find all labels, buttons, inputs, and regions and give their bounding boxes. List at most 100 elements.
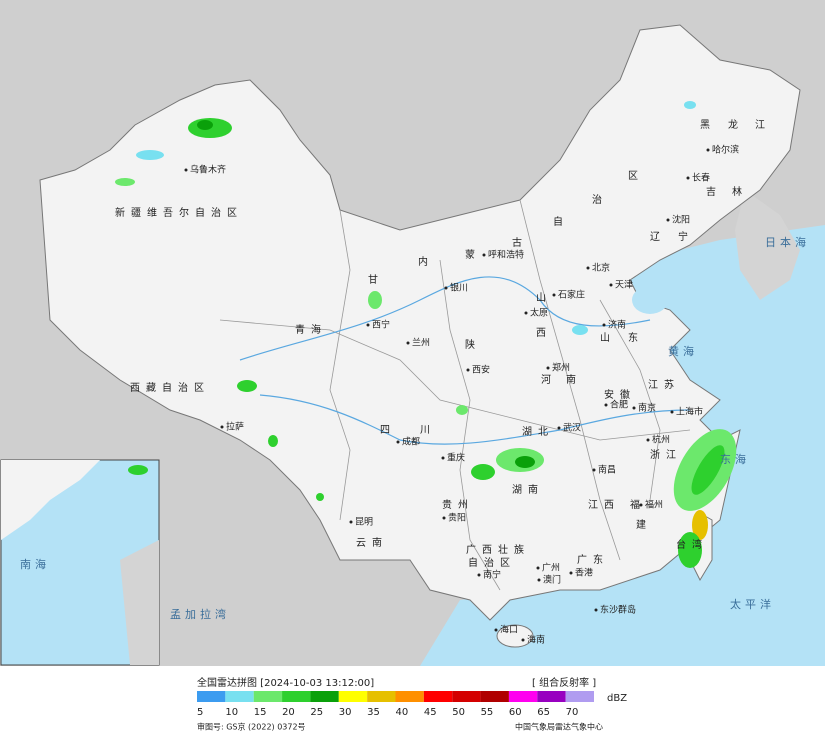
city-marker (586, 266, 590, 270)
city-label: 天津 (615, 280, 633, 291)
city-marker (706, 148, 710, 152)
city-marker (406, 341, 410, 345)
city-marker (482, 253, 486, 257)
city-label: 武汉 (563, 422, 581, 434)
region-label: 川 (420, 425, 436, 436)
region-label: 吉 (706, 186, 722, 198)
city-marker (536, 566, 540, 570)
city-marker (670, 410, 674, 414)
legend-label: 45 (424, 707, 437, 718)
city-marker (686, 176, 690, 180)
region-label: 江 (755, 119, 771, 131)
legend-swatch (367, 691, 396, 702)
city-label: 拉萨 (226, 421, 244, 433)
region-label: 辽 (650, 231, 666, 243)
city-marker (466, 368, 470, 372)
city-label: 哈尔滨 (712, 144, 739, 156)
agency: 中国气象局雷达气象中心 (515, 722, 603, 732)
city-marker (632, 406, 636, 410)
province-borders (219, 199, 691, 591)
legend-swatch (423, 691, 453, 702)
bohai-sea (632, 286, 668, 314)
inset-land (1, 460, 100, 540)
city-label: 澳门 (543, 574, 561, 586)
radar-echoes (115, 101, 737, 568)
legend-swatch (310, 691, 339, 702)
city-marker (477, 573, 481, 577)
region-label: 福 (630, 498, 646, 511)
city-label: 香港 (575, 567, 593, 579)
city-marker (592, 468, 596, 472)
sea-label: 太平洋 (730, 597, 775, 611)
inset-philippines (120, 540, 159, 665)
city-label: 上海市 (676, 406, 703, 418)
city-label: 石家庄 (558, 289, 585, 301)
legend-swatch (282, 691, 311, 702)
region-label: 区 (628, 170, 644, 182)
region-label: 江苏 (648, 378, 680, 391)
region-label: 龙 (728, 118, 744, 131)
product: [ 组合反射率 ] (532, 676, 596, 689)
city-marker (220, 425, 224, 429)
legend-label: 40 (396, 707, 409, 718)
legend-swatch (225, 691, 254, 702)
title: 全国雷达拼图 [2024-10-03 13:12:00] (197, 676, 374, 689)
city-label: 成都 (402, 436, 420, 448)
region-label: 自治区 (468, 556, 516, 569)
sea-label: 黄海 (668, 344, 698, 358)
city-label: 北京 (592, 262, 610, 274)
city-label: 济南 (608, 319, 626, 331)
legend-swatch (253, 691, 283, 702)
city-marker (557, 426, 561, 430)
region-label: 甘 (368, 273, 384, 286)
region-label: 建 (636, 518, 652, 531)
city-label: 杭州 (652, 434, 670, 446)
region-label: 湖南 (512, 483, 544, 496)
region-label: 青海 (295, 323, 327, 336)
region-label: 西 (536, 328, 552, 339)
city-label: 西宁 (372, 319, 390, 331)
city-marker (396, 440, 400, 444)
japan (735, 190, 800, 300)
region-label: 河 (541, 374, 557, 386)
region-label: 广西壮族 (466, 543, 530, 556)
city-label: 乌鲁木齐 (190, 164, 226, 176)
region-label: 山 (600, 332, 616, 344)
city-marker (602, 323, 606, 327)
sea-label: 东海 (720, 452, 750, 466)
city-label: 海南 (527, 634, 545, 646)
city-marker (552, 293, 556, 297)
city-label: 福州 (645, 499, 663, 511)
city-label: 合肥 (610, 399, 628, 411)
city-marker (349, 520, 353, 524)
legend-label: 10 (225, 707, 238, 718)
region-label: 黑 (700, 119, 716, 131)
city-marker (666, 218, 670, 222)
region-label: 安徽 (604, 388, 636, 401)
sea-label: 日本海 (765, 235, 810, 249)
city-label: 广州 (542, 562, 560, 574)
hainan (496, 624, 534, 648)
region-label: 湖北 (522, 426, 554, 438)
rivers (239, 276, 691, 445)
city-marker (604, 403, 608, 407)
region-label: 陕 (465, 338, 481, 351)
region-label: 贵州 (442, 498, 474, 511)
city-marker (646, 438, 650, 442)
city-marker (441, 456, 445, 460)
legend-label: 5 (197, 707, 203, 718)
legend-swatch (565, 691, 594, 702)
city-marker (444, 286, 448, 290)
city-label: 呼和浩特 (488, 249, 524, 261)
region-label: 台湾 (676, 538, 708, 551)
region-label: 自 (553, 215, 569, 228)
inset-echo (128, 465, 148, 475)
region-label: 江西 (588, 499, 620, 511)
city-label: 东沙群岛 (600, 604, 636, 616)
legend-swatch (395, 691, 424, 702)
city-marker (524, 311, 528, 315)
city-marker (546, 366, 550, 370)
region-label: 云南 (356, 536, 388, 549)
legend-label: 15 (254, 707, 267, 718)
city-label: 西安 (472, 364, 490, 376)
